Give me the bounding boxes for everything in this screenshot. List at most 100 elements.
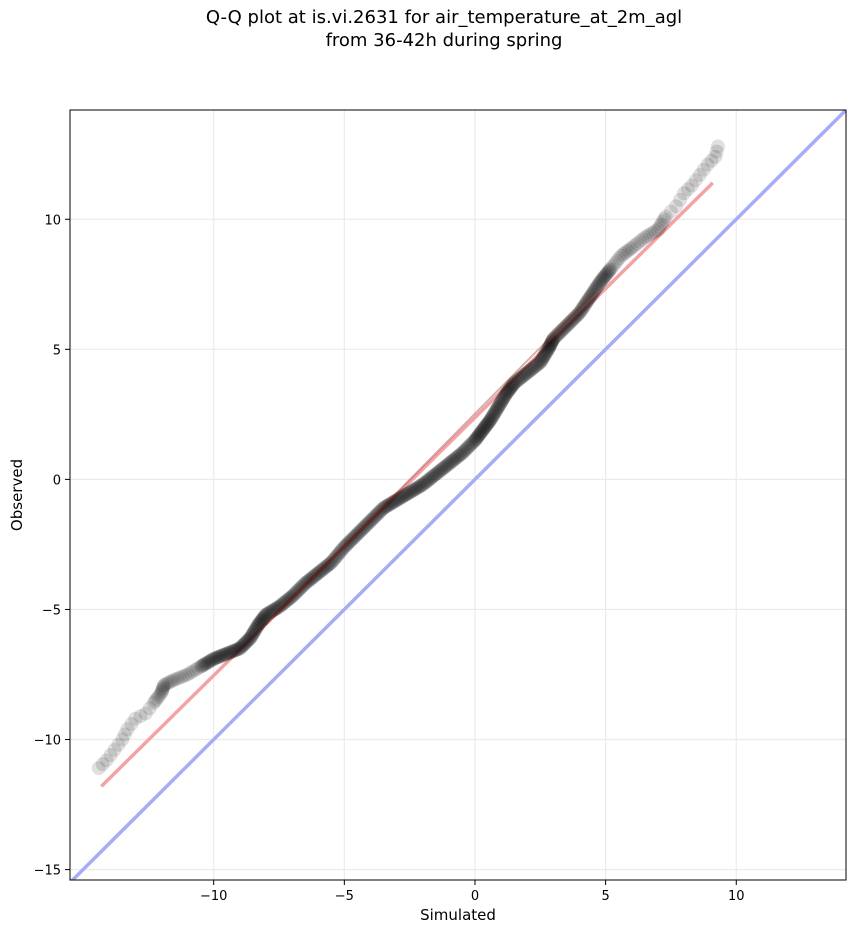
qq-point	[428, 467, 443, 482]
qq-point	[473, 425, 488, 440]
qq-point	[365, 511, 380, 526]
qq-point	[438, 459, 453, 474]
qq-point	[154, 684, 169, 699]
qq-point	[441, 456, 456, 471]
qq-point	[224, 644, 239, 659]
qq-point	[396, 489, 411, 504]
qq-point	[507, 376, 522, 391]
qq-point	[293, 580, 308, 595]
qq-point	[618, 245, 633, 260]
qq-point	[515, 369, 530, 384]
qq-point	[270, 600, 285, 615]
qq-point	[495, 393, 510, 408]
qq-point	[551, 326, 566, 341]
qq-point	[465, 435, 480, 450]
qq-point	[205, 652, 220, 667]
qq-point	[464, 436, 479, 451]
qq-point	[331, 546, 346, 561]
qq-point	[421, 473, 436, 488]
qq-point	[225, 644, 240, 659]
qq-point	[537, 347, 552, 362]
qq-point	[708, 149, 723, 164]
qq-point	[297, 577, 312, 592]
y-axis-label: Observed	[8, 459, 26, 531]
qq-point	[256, 611, 271, 626]
qq-point	[635, 232, 650, 247]
qq-point	[587, 283, 602, 298]
qq-point	[272, 599, 287, 614]
qq-point	[481, 415, 496, 430]
qq-point	[324, 555, 339, 570]
qq-point	[616, 247, 631, 262]
reference-line	[70, 110, 846, 880]
qq-point	[620, 243, 635, 258]
qq-point	[299, 575, 314, 590]
qq-point	[400, 486, 415, 501]
qq-point	[544, 335, 559, 350]
qq-point	[185, 664, 200, 679]
qq-point	[584, 287, 599, 302]
qq-point	[501, 383, 516, 398]
qq-point	[510, 373, 525, 388]
qq-point	[430, 465, 445, 480]
qq-point	[493, 396, 508, 411]
qq-point	[364, 512, 379, 527]
qq-point	[352, 524, 367, 539]
qq-point	[593, 274, 608, 289]
qq-point	[479, 418, 494, 433]
qq-point	[199, 656, 214, 671]
qq-point	[361, 516, 376, 531]
qq-point	[543, 337, 558, 352]
qq-point	[482, 414, 497, 429]
qq-point	[542, 339, 557, 354]
qq-point	[287, 587, 302, 602]
qq-point	[570, 308, 585, 323]
qq-point	[281, 592, 296, 607]
qq-point	[578, 296, 593, 311]
qq-point	[632, 234, 647, 249]
y-tick-label: 5	[53, 343, 61, 358]
qq-point	[374, 503, 389, 518]
qq-point	[163, 674, 178, 689]
qq-point	[193, 659, 208, 674]
qq-point	[509, 374, 524, 389]
qq-point	[371, 506, 386, 521]
qq-point	[188, 662, 203, 677]
qq-point	[490, 400, 505, 415]
qq-point	[490, 401, 505, 416]
qq-point	[380, 498, 395, 513]
qq-point	[452, 448, 467, 463]
qq-point	[494, 395, 509, 410]
qq-point	[497, 389, 512, 404]
qq-point	[251, 618, 266, 633]
qq-point	[204, 653, 219, 668]
qq-point	[200, 655, 215, 670]
qq-point	[488, 403, 503, 418]
qq-point	[669, 199, 684, 214]
qq-point	[505, 378, 520, 393]
qq-point	[276, 596, 291, 611]
qq-point	[528, 358, 543, 373]
qq-point	[600, 266, 615, 281]
qq-point	[257, 609, 272, 624]
qq-point	[574, 303, 589, 318]
qq-point	[533, 355, 548, 370]
qq-point	[91, 761, 106, 776]
qq-point	[520, 365, 535, 380]
qq-point	[255, 612, 270, 627]
qq-point	[531, 357, 546, 372]
qq-point	[680, 182, 695, 197]
qq-point	[295, 578, 310, 593]
qq-point	[335, 542, 350, 557]
qq-point	[368, 508, 383, 523]
qq-point	[415, 477, 430, 492]
qq-point	[409, 481, 424, 496]
qq-point	[291, 582, 306, 597]
qq-point	[289, 585, 304, 600]
qq-point	[149, 691, 164, 706]
qq-point	[474, 424, 489, 439]
qq-point	[658, 209, 673, 224]
qq-point	[581, 292, 596, 307]
qq-point	[280, 592, 295, 607]
qq-point	[223, 645, 238, 660]
